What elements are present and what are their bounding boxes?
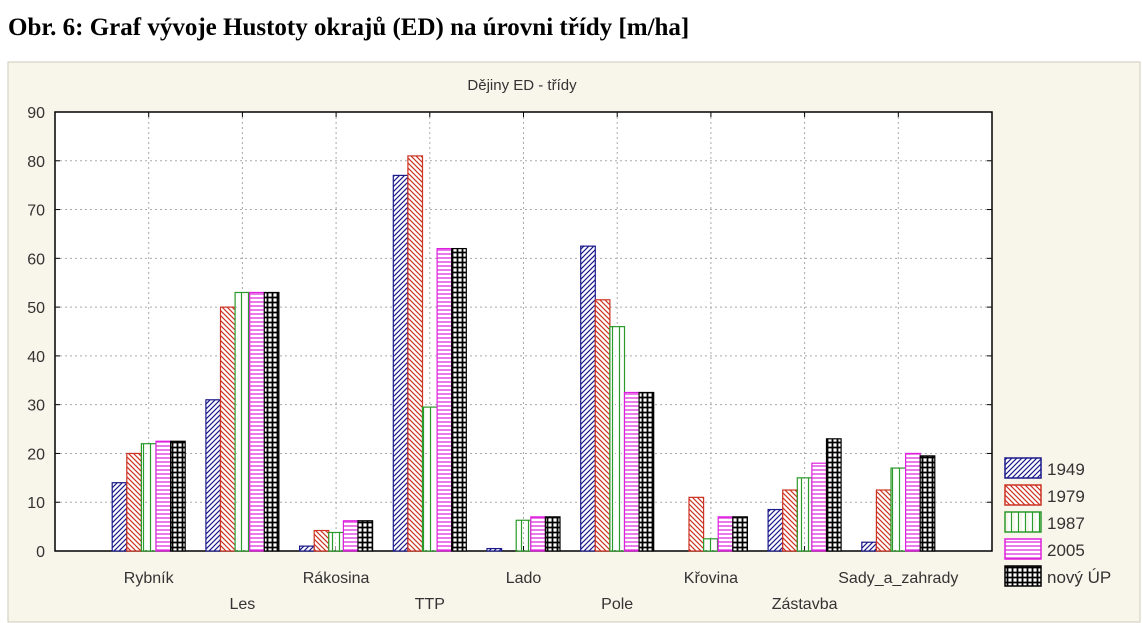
bar-Rákosina-1979 xyxy=(313,529,330,552)
x-tick-label: TTP xyxy=(415,596,445,613)
bar-Les-nový ÚP xyxy=(263,291,280,552)
bar-Křovina-2005 xyxy=(717,516,734,552)
bar-Zástavba-1987 xyxy=(796,477,813,552)
bar-Sady_a_zahrady-1979 xyxy=(875,489,892,552)
legend-swatch xyxy=(1004,511,1042,533)
y-tick-label: 50 xyxy=(27,300,45,317)
bar-Sady_a_zahrady-1949 xyxy=(861,541,877,552)
bar-Pole-2005 xyxy=(623,391,640,552)
bar-Zástavba-2005 xyxy=(811,462,828,552)
bar-TTP-1949 xyxy=(392,174,409,552)
bar-TTP-1979 xyxy=(407,155,424,552)
x-tick-label: Lado xyxy=(506,570,542,587)
chart-title: Dějiny ED - třídy xyxy=(467,77,577,94)
bar-TTP-2005 xyxy=(436,247,453,552)
bar-Sady_a_zahrady-nový ÚP xyxy=(919,455,936,552)
y-tick-label: 40 xyxy=(27,349,45,366)
bar-Pole-nový ÚP xyxy=(638,391,655,552)
y-tick-label: 10 xyxy=(27,495,45,512)
bar-Rákosina-2005 xyxy=(342,520,359,552)
x-tick-label: Les xyxy=(230,596,256,613)
bar-Rákosina-1949 xyxy=(299,545,315,552)
legend-swatch xyxy=(1004,484,1042,506)
x-tick-label: Zástavba xyxy=(772,596,838,613)
bar-Les-1979 xyxy=(219,306,236,552)
bar-Rybník-nový ÚP xyxy=(170,440,186,552)
bar-Lado-nový ÚP xyxy=(544,516,561,552)
legend-label: nový ÚP xyxy=(1047,568,1111,587)
y-tick-label: 30 xyxy=(27,398,45,415)
y-tick-label: 90 xyxy=(27,105,45,122)
y-tick-label: 70 xyxy=(27,203,45,220)
bar-Rákosina-nový ÚP xyxy=(357,520,374,552)
y-tick-label: 20 xyxy=(27,446,45,463)
bar-Pole-1979 xyxy=(594,299,611,552)
bar-Zástavba-1979 xyxy=(782,489,798,552)
legend-swatch xyxy=(1004,538,1042,560)
bar-Lado-2005 xyxy=(530,516,546,552)
bar-Lado-1949 xyxy=(486,547,503,552)
y-tick-label: 80 xyxy=(27,154,45,171)
legend-label: 2005 xyxy=(1047,541,1085,560)
bar-TTP-1987 xyxy=(421,406,438,552)
bar-Rybník-1949 xyxy=(111,482,128,552)
y-tick-label: 0 xyxy=(36,544,45,561)
bar-Lado-1987 xyxy=(515,519,532,552)
x-tick-label: Rybník xyxy=(124,570,175,587)
bar-Pole-1987 xyxy=(609,326,626,552)
bar-Křovina-1987 xyxy=(702,538,719,552)
legend-swatch xyxy=(1004,565,1042,587)
bar-Les-1987 xyxy=(234,291,251,552)
legend-label: 1979 xyxy=(1047,487,1085,506)
legend-label: 1949 xyxy=(1047,460,1085,479)
bar-Rybník-1979 xyxy=(126,452,143,552)
x-tick-label: Sady_a_zahrady xyxy=(838,570,958,587)
x-tick-label: Rákosina xyxy=(303,570,370,587)
x-tick-label: Křovina xyxy=(684,570,738,587)
bar-Pole-1949 xyxy=(580,245,596,552)
y-tick-label: 60 xyxy=(27,251,45,268)
bar-Les-2005 xyxy=(249,291,265,552)
figure-title: Obr. 6: Graf vývoje Hustoty okrajů (ED) … xyxy=(8,14,690,41)
bar-Sady_a_zahrady-1987 xyxy=(890,467,907,552)
bar-Křovina-nový ÚP xyxy=(732,516,748,552)
legend-label: 1987 xyxy=(1047,514,1085,533)
bar-Sady_a_zahrady-2005 xyxy=(904,452,921,552)
bar-Rybník-2005 xyxy=(155,440,172,552)
bar-Rákosina-1987 xyxy=(328,531,344,552)
bar-Křovina-1979 xyxy=(688,496,705,552)
bar-Zástavba-1949 xyxy=(767,508,784,552)
bar-Les-1949 xyxy=(205,399,222,552)
legend-swatch xyxy=(1004,457,1042,479)
bar-Rybník-1987 xyxy=(140,443,157,552)
bar-Zástavba-nový ÚP xyxy=(825,438,842,552)
x-tick-label: Pole xyxy=(601,596,633,613)
bar-TTP-nový ÚP xyxy=(451,247,467,552)
